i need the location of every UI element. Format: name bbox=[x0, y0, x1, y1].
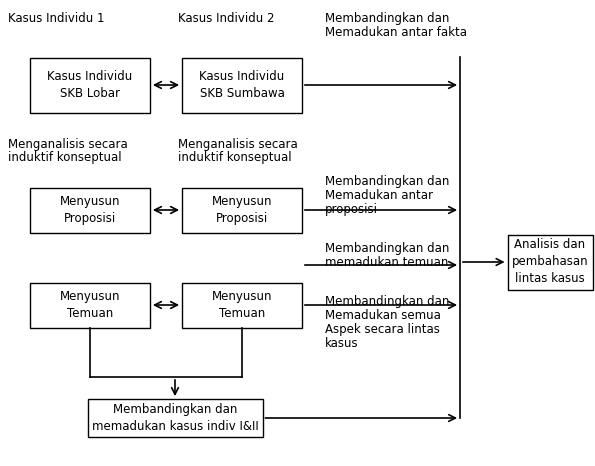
Text: kasus: kasus bbox=[325, 337, 359, 350]
Bar bbox=[30, 282, 150, 328]
Text: proposisi: proposisi bbox=[325, 203, 378, 216]
Text: induktif konseptual: induktif konseptual bbox=[178, 151, 292, 164]
Text: Membandingkan dan
memadukan kasus indiv I&II: Membandingkan dan memadukan kasus indiv … bbox=[92, 403, 258, 433]
Text: Memadukan semua: Memadukan semua bbox=[325, 309, 441, 322]
Text: Analisis dan
pembahasan
lintas kasus: Analisis dan pembahasan lintas kasus bbox=[512, 239, 588, 286]
Text: Kasus Individu
SKB Lobar: Kasus Individu SKB Lobar bbox=[48, 70, 133, 100]
Text: Menyusun
Proposisi: Menyusun Proposisi bbox=[212, 195, 273, 225]
Text: Kasus Individu 2: Kasus Individu 2 bbox=[178, 12, 274, 25]
Text: Membandingkan dan: Membandingkan dan bbox=[325, 175, 449, 188]
Text: Kasus Individu 1: Kasus Individu 1 bbox=[8, 12, 105, 25]
Text: Menyusun
Temuan: Menyusun Temuan bbox=[60, 290, 120, 320]
Text: Kasus Individu
SKB Sumbawa: Kasus Individu SKB Sumbawa bbox=[199, 70, 284, 100]
Text: induktif konseptual: induktif konseptual bbox=[8, 151, 121, 164]
Bar bbox=[182, 187, 302, 233]
Text: Menyusun
Proposisi: Menyusun Proposisi bbox=[60, 195, 120, 225]
Text: memadukan temuan: memadukan temuan bbox=[325, 256, 449, 269]
Text: Membandingkan dan: Membandingkan dan bbox=[325, 12, 449, 25]
Bar bbox=[182, 282, 302, 328]
Bar bbox=[30, 187, 150, 233]
Text: Memadukan antar: Memadukan antar bbox=[325, 189, 433, 202]
Text: Memadukan antar fakta: Memadukan antar fakta bbox=[325, 26, 467, 39]
Text: Menganalisis secara: Menganalisis secara bbox=[178, 138, 298, 151]
Text: Membandingkan dan: Membandingkan dan bbox=[325, 295, 449, 308]
Bar bbox=[182, 57, 302, 112]
Text: Menyusun
Temuan: Menyusun Temuan bbox=[212, 290, 273, 320]
Text: Aspek secara lintas: Aspek secara lintas bbox=[325, 323, 440, 336]
Bar bbox=[87, 399, 262, 437]
Text: Menganalisis secara: Menganalisis secara bbox=[8, 138, 128, 151]
Bar bbox=[30, 57, 150, 112]
Bar bbox=[508, 234, 593, 289]
Text: Membandingkan dan: Membandingkan dan bbox=[325, 242, 449, 255]
